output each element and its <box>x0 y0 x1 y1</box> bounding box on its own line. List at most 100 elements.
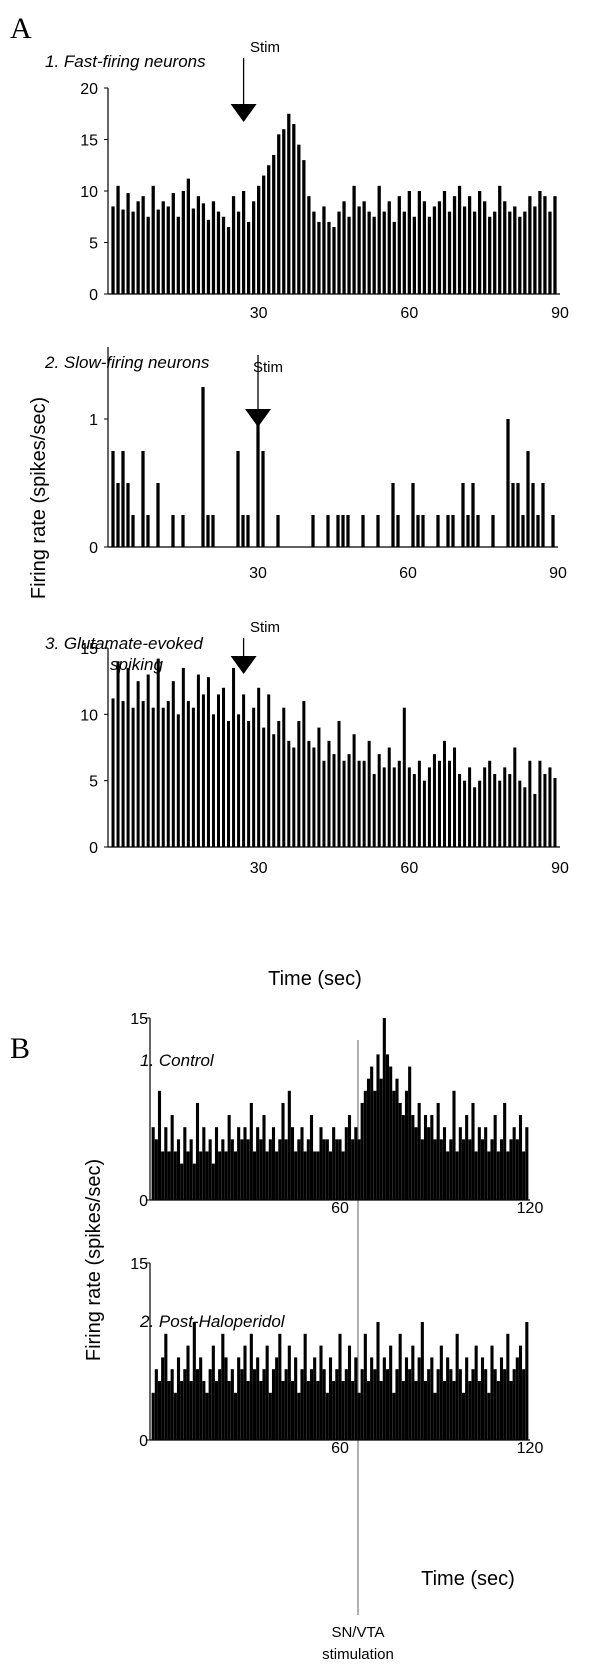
bar <box>414 1127 418 1200</box>
bar <box>241 191 246 294</box>
bar <box>427 767 431 847</box>
bar <box>483 767 487 847</box>
bar <box>442 1127 447 1200</box>
y-tick-label: 15 <box>130 1011 148 1028</box>
bar <box>352 734 356 847</box>
bar <box>344 1127 348 1200</box>
bar <box>290 1381 295 1440</box>
bar <box>360 1102 364 1200</box>
chart-glutamate-bars <box>111 658 557 847</box>
bar <box>396 515 400 547</box>
bar <box>240 1139 244 1200</box>
bar <box>493 774 497 847</box>
bar <box>309 1115 314 1200</box>
bar <box>322 1139 326 1200</box>
bar <box>121 209 125 294</box>
bar <box>427 216 432 294</box>
y-tick-label: 15 <box>80 133 98 150</box>
bar <box>131 707 135 847</box>
x-tick-label: 120 <box>517 1200 544 1217</box>
bar <box>538 760 542 847</box>
bar <box>257 687 261 847</box>
x-tick-label: 60 <box>399 565 417 582</box>
bar <box>471 483 475 547</box>
bar <box>518 216 522 294</box>
bar <box>252 707 256 847</box>
bar <box>346 515 350 547</box>
bar <box>309 1369 314 1440</box>
bar <box>146 216 150 294</box>
bar <box>407 767 411 847</box>
bar <box>412 216 416 294</box>
chart-post-haloperidol-title: 2. Post-Haloperidol <box>139 1312 286 1331</box>
bar <box>199 1357 203 1440</box>
bar <box>116 483 120 547</box>
bar <box>176 1139 181 1200</box>
bar <box>370 1357 374 1440</box>
bar <box>173 1151 177 1200</box>
bar <box>306 1139 310 1200</box>
bar <box>360 1369 364 1440</box>
bar <box>272 734 276 847</box>
bar <box>372 216 376 294</box>
bar <box>506 419 510 547</box>
bar <box>191 208 196 294</box>
bar <box>249 1102 253 1200</box>
bar <box>503 201 507 294</box>
bar <box>275 1357 279 1440</box>
bar <box>389 1066 393 1200</box>
bar <box>151 1392 155 1440</box>
bar <box>312 747 316 847</box>
bar <box>402 707 406 847</box>
bar <box>297 144 301 294</box>
bar <box>302 160 306 294</box>
bar <box>141 701 145 847</box>
bar <box>256 1127 260 1200</box>
bar <box>214 1127 219 1200</box>
bar <box>161 1357 165 1440</box>
bar <box>498 185 502 294</box>
bar <box>362 201 366 294</box>
bar <box>395 1369 399 1440</box>
bar <box>503 1369 507 1440</box>
bar <box>385 1054 390 1200</box>
bar <box>161 707 165 847</box>
bar <box>186 1151 190 1200</box>
bar <box>533 206 537 294</box>
bar <box>417 760 421 847</box>
bar <box>382 1018 386 1200</box>
bar <box>376 1322 380 1440</box>
bar <box>518 1115 523 1200</box>
bar <box>496 1151 500 1200</box>
bar <box>199 1151 203 1200</box>
chart-post-haloperidol: 2. Post-Haloperidol 0 15 60 120 <box>130 1256 543 1457</box>
bar <box>297 1139 301 1200</box>
bar <box>189 1139 193 1200</box>
bar <box>387 201 391 294</box>
bar <box>226 227 231 294</box>
bar <box>319 1127 323 1200</box>
bar <box>468 767 472 847</box>
bar <box>553 196 557 294</box>
bar <box>490 1345 494 1440</box>
bar <box>271 1127 276 1200</box>
bar <box>292 124 296 294</box>
bar <box>471 1369 475 1440</box>
bar <box>351 1139 355 1200</box>
bar <box>548 767 552 847</box>
bar <box>131 211 135 294</box>
chart-glutamate-stim-label: Stim <box>250 619 280 636</box>
bar <box>432 206 437 294</box>
bar <box>506 1333 510 1440</box>
bar <box>259 1139 263 1200</box>
bar <box>433 1139 437 1200</box>
bar <box>221 1333 225 1440</box>
bar <box>466 515 470 547</box>
bar <box>294 1357 298 1440</box>
bar <box>126 193 130 294</box>
x-tick-label: 60 <box>400 305 418 322</box>
bar <box>157 1381 162 1440</box>
bar <box>341 1151 345 1200</box>
bar <box>430 1115 434 1200</box>
y-tick-label: 0 <box>89 540 98 557</box>
